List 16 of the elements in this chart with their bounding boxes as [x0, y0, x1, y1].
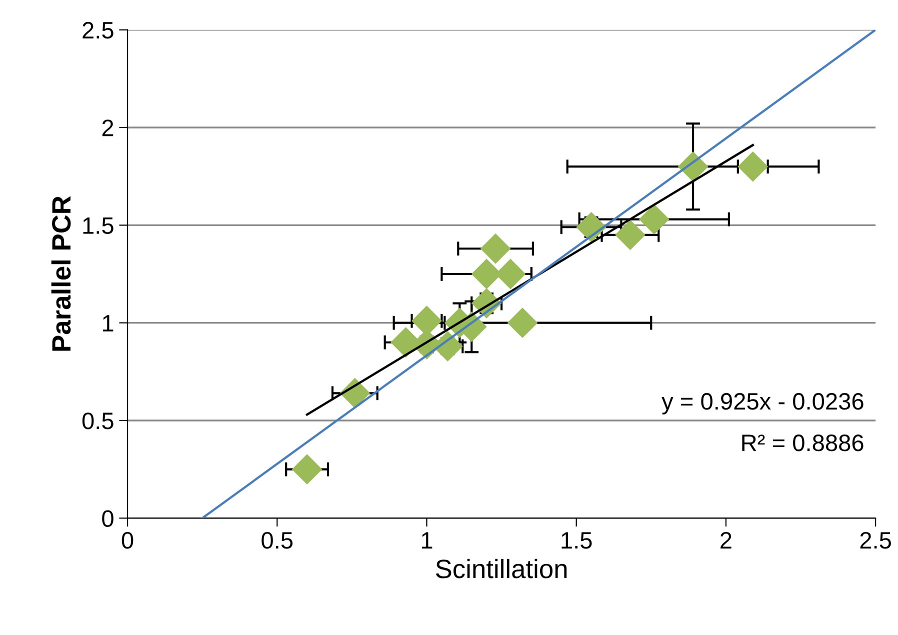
y-tick-label: 1 [102, 315, 114, 332]
annotation: y = 0.925x - 0.0236 [662, 393, 864, 414]
y-tick-label: 0.5 [82, 412, 114, 430]
y-tick-label: 0 [102, 510, 114, 527]
x-tick-label: 2.5 [860, 532, 891, 549]
y-tick-label: 2 [102, 120, 114, 136]
x-tick-label: 1.5 [562, 532, 592, 549]
y-tick-label: 1.5 [83, 217, 114, 234]
y-axis-title: Parallel PCR [51, 196, 71, 351]
y-tick-label: 2.5 [82, 22, 114, 39]
x-tick-label: 2 [720, 532, 732, 548]
x-tick-label: 0.5 [262, 532, 293, 549]
annotation: R² = 0.8886 [742, 434, 864, 452]
x-tick-label: 0 [122, 532, 134, 549]
x-axis-title: Scintillation [436, 558, 567, 578]
x-tick-label: 1 [422, 532, 432, 548]
